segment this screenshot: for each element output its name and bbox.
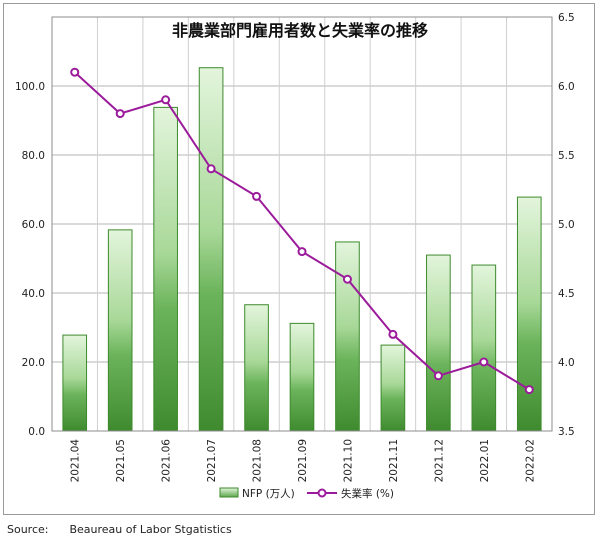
- y-left-tick: 40.0: [22, 288, 45, 300]
- y-left-tick: 80.0: [22, 150, 45, 162]
- x-tick-2021.12: 2021.12: [433, 439, 445, 482]
- x-tick-2021.09: 2021.09: [297, 439, 309, 482]
- legend: NFP (万人) 失業率 (%): [219, 487, 394, 500]
- legend-bar-label: NFP (万人): [242, 488, 295, 500]
- x-tick-2021.10: 2021.10: [342, 439, 354, 482]
- bar-2021.11: [380, 344, 406, 432]
- bar-2021.05: [107, 229, 133, 432]
- line-point-2021.07: [206, 164, 216, 174]
- chart-svg: 0.0 20.0 40.0 60.0 80.0 100.0 3.5 4.0 4.5 5.0 5.5 6…: [15, 12, 575, 500]
- line-point-2021.08: [252, 191, 262, 201]
- x-tick-2021.11: 2021.11: [388, 439, 400, 482]
- plot-border: [51, 16, 553, 432]
- x-tick-2021.05: 2021.05: [115, 439, 127, 482]
- bar-2021.09: [289, 322, 315, 432]
- bar-2022.02: [516, 196, 542, 432]
- y-right-tick: 3.5: [558, 426, 575, 438]
- y-left-tick: 20.0: [22, 357, 45, 369]
- y-right-tick: 4.0: [558, 357, 575, 369]
- line-point-2021.06: [161, 95, 171, 105]
- y-right-tick: 6.0: [558, 81, 575, 93]
- line-point-2021.05: [115, 109, 125, 119]
- x-tick-2021.07: 2021.07: [206, 439, 218, 482]
- x-tick-2022.01: 2022.01: [479, 439, 491, 482]
- line-point-2021.12: [433, 371, 443, 381]
- y-right-tick: 5.5: [558, 150, 575, 162]
- axes: 0.0 20.0 40.0 60.0 80.0 100.0 3.5 4.0 4.5 5.0 5.5 6…: [15, 12, 575, 482]
- line-point-2021.09: [297, 247, 307, 257]
- y-right-tick: 4.5: [558, 288, 575, 300]
- x-tick-2022.02: 2022.02: [524, 439, 536, 482]
- bar-2021.08: [244, 304, 269, 432]
- line-point-2022.01: [479, 357, 489, 367]
- legend-line-label: 失業率 (%): [341, 487, 394, 500]
- bar-2022.01: [471, 264, 497, 432]
- x-tick-2021.08: 2021.08: [252, 439, 264, 482]
- y-right-tick: 5.0: [558, 219, 575, 231]
- x-tick-2021.06: 2021.06: [161, 439, 173, 483]
- y-left-tick: 60.0: [22, 219, 45, 231]
- legend-line-marker: [317, 488, 327, 498]
- chart-frame: 0.0 20.0 40.0 60.0 80.0 100.0 3.5 4.0 4.5 5.0 5.5 6…: [3, 3, 595, 515]
- line-point-2021.11: [388, 329, 398, 339]
- line-point-2021.10: [342, 274, 352, 284]
- chart-title: 非農業部門雇用者数と失業率の推移: [172, 21, 428, 40]
- bar-2021.10: [335, 241, 360, 432]
- line-point-2022.02: [524, 385, 534, 395]
- y-right-tick: 6.5: [558, 12, 575, 24]
- legend-bar-swatch: [219, 487, 239, 498]
- y-left-tick: 100.0: [15, 81, 45, 93]
- bar-2021.12: [426, 254, 451, 432]
- bar-2021.07: [198, 67, 224, 432]
- bar-2021.04: [62, 334, 88, 432]
- line-point-2021.04: [70, 67, 80, 77]
- bar-2021.06: [153, 106, 178, 432]
- x-tick-2021.04: 2021.04: [70, 439, 82, 483]
- line-series: [70, 67, 534, 395]
- source-note: Source: Beaureau of Labor Stgatistics: [7, 523, 232, 536]
- y-left-tick: 0.0: [28, 426, 45, 438]
